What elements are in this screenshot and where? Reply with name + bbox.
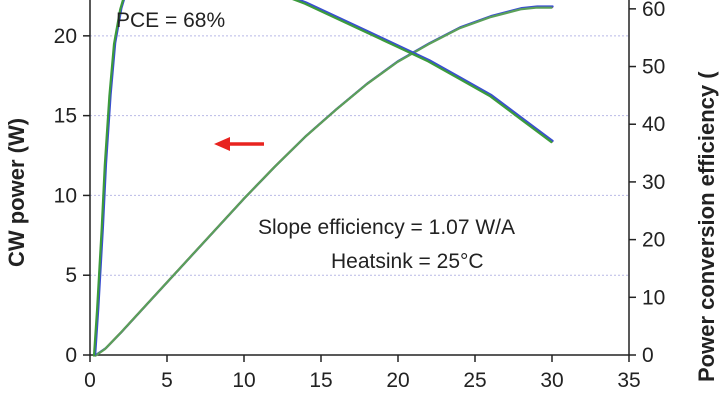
x-tick-label: 20 (386, 369, 409, 392)
annotation-slope-efficiency: Slope efficiency = 1.07 W/A (258, 216, 515, 239)
y-left-tick-label: 5 (65, 264, 77, 287)
efficiency-curve-1 (94, 0, 554, 356)
y-right-tick-label: 0 (642, 344, 654, 367)
y-right-tick-label: 60 (642, 0, 665, 21)
y-right-tick-label: 10 (642, 286, 665, 309)
x-tick-label: 0 (84, 369, 96, 392)
x-tick-label: 15 (309, 369, 332, 392)
x-tick-label: 25 (463, 369, 486, 392)
axes (83, 0, 636, 362)
y-right-tick-label: 40 (642, 113, 665, 136)
power-curve-0 (95, 6, 554, 357)
y-right-tick-label: 50 (642, 56, 665, 79)
x-tick-label: 10 (232, 369, 255, 392)
x-tick-label: 30 (540, 369, 563, 392)
power-curve-1 (95, 5, 554, 356)
y-left-tick-label: 20 (54, 25, 77, 48)
y-axis-right-title: Power conversion efficiency ( (694, 71, 719, 382)
y-right-tick-label: 30 (642, 171, 665, 194)
x-tick-label: 35 (617, 369, 640, 392)
annotation-heatsink: Heatsink = 25°C (331, 250, 484, 273)
grid-lines (90, 35, 629, 276)
arrow-head (214, 137, 230, 151)
efficiency-curve-0 (93, 0, 554, 357)
y-left-tick-label: 10 (54, 184, 77, 207)
series-group (92, 0, 554, 357)
y-left-tick-label: 0 (65, 344, 77, 367)
y-left-tick-label: 15 (54, 105, 77, 128)
efficiency-curve-2 (92, 0, 553, 357)
x-tick-label: 5 (161, 369, 173, 392)
power-curve-2 (94, 6, 553, 357)
y-axis-left-title: CW power (W) (4, 118, 29, 267)
y-right-tick-label: 20 (642, 229, 665, 252)
left-arrow-indicator (214, 137, 264, 151)
annotation-pce: PCE = 68% (116, 9, 225, 32)
